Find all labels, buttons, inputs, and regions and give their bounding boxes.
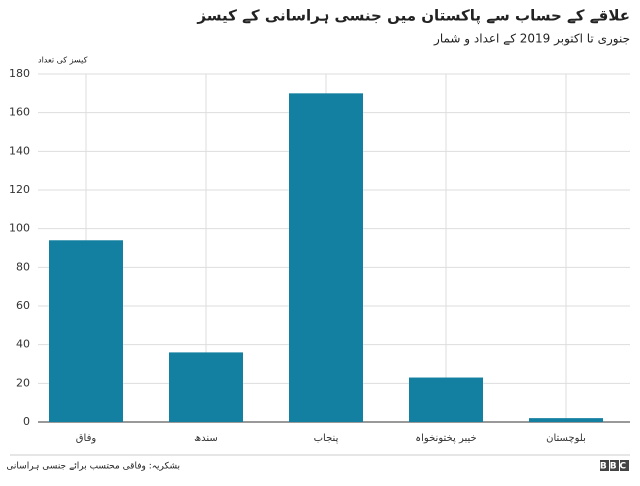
y-tick-label: 20 <box>16 376 30 389</box>
logo: BBC <box>600 462 629 472</box>
y-tick-label: 40 <box>16 338 30 351</box>
bar <box>409 377 483 422</box>
x-tick-label: وفاق <box>76 433 97 444</box>
y-axis-label: کیسز کی تعداد <box>38 56 88 65</box>
x-tick-label: خیبر پختونخواہ <box>415 433 476 444</box>
y-tick-label: 160 <box>9 106 30 119</box>
y-tick-label: 180 <box>9 67 30 80</box>
source: بشکریہ: وفاقی محتسب برائے جنسی ہراسانی <box>6 462 180 472</box>
bar <box>49 240 123 422</box>
y-tick-label: 80 <box>16 260 30 273</box>
bar <box>529 418 603 422</box>
y-tick-label: 100 <box>9 222 30 235</box>
logo-boxes <box>600 460 629 471</box>
x-tick-label: بلوچستان <box>546 433 586 444</box>
y-tick-label: 140 <box>9 144 30 157</box>
x-tick-label: سندھ <box>194 433 218 444</box>
bar <box>289 93 363 422</box>
x-tick-label: پنجاب <box>314 433 339 444</box>
y-tick-label: 0 <box>23 415 30 428</box>
chart-title: علاقے کے حساب سے پاکستان میں جنسی ہراسان… <box>196 7 630 26</box>
y-tick-label: 120 <box>9 183 30 196</box>
y-tick-label: 60 <box>16 299 30 312</box>
chart-subtitle: جنوری تا اکتوبر 2019 کے اعداد و شمار <box>433 32 630 47</box>
bar <box>169 352 243 422</box>
